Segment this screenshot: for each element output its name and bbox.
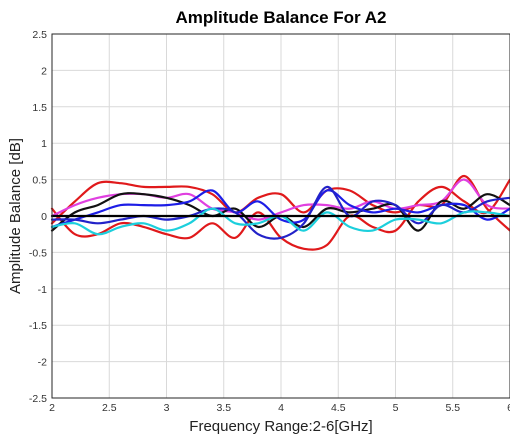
x-tick-label: 3.5 <box>216 402 231 414</box>
y-tick-label: -2 <box>38 357 47 369</box>
y-tick-label: -2.5 <box>29 393 47 405</box>
x-tick-label: 2.5 <box>102 402 117 414</box>
y-tick-label: 0.5 <box>32 175 47 187</box>
x-tick-label: 4 <box>278 402 284 414</box>
series-line-5 <box>50 189 510 228</box>
x-tick-label: 5.5 <box>445 402 460 414</box>
x-tick-label: 2 <box>49 402 55 414</box>
y-tick-label: 0 <box>41 211 47 223</box>
x-tick-label: 5 <box>393 402 399 414</box>
x-tick-label: 4.5 <box>331 402 346 414</box>
y-tick-label: -1 <box>38 284 47 296</box>
y-tick-label: 1.5 <box>32 102 47 114</box>
y-tick-label: 2.5 <box>32 29 47 41</box>
series-layer <box>50 174 510 251</box>
x-axis-label: Frequency Range:2-6[GHz] <box>189 418 372 435</box>
y-axis-label: Amplitude Balance [dB] <box>7 138 24 294</box>
y-tick-label: -1.5 <box>29 320 47 332</box>
x-tick-label: 6 <box>507 402 510 414</box>
plot-frame <box>51 33 510 399</box>
series-line-6 <box>50 185 510 240</box>
y-tick-label: 1 <box>41 138 47 150</box>
y-tick-label: -0.5 <box>29 247 47 259</box>
x-tick-label: 3 <box>164 402 170 414</box>
y-tick-label: 2 <box>41 65 47 77</box>
tick-labels: 2 2.5 3 3.5 4 4.5 5 5.5 6 2.5 2 1.5 1 0.5 0 -0.5 -1 -1.5 -… <box>29 29 510 414</box>
chart-title: Amplitude Balance For A2 <box>176 8 387 27</box>
